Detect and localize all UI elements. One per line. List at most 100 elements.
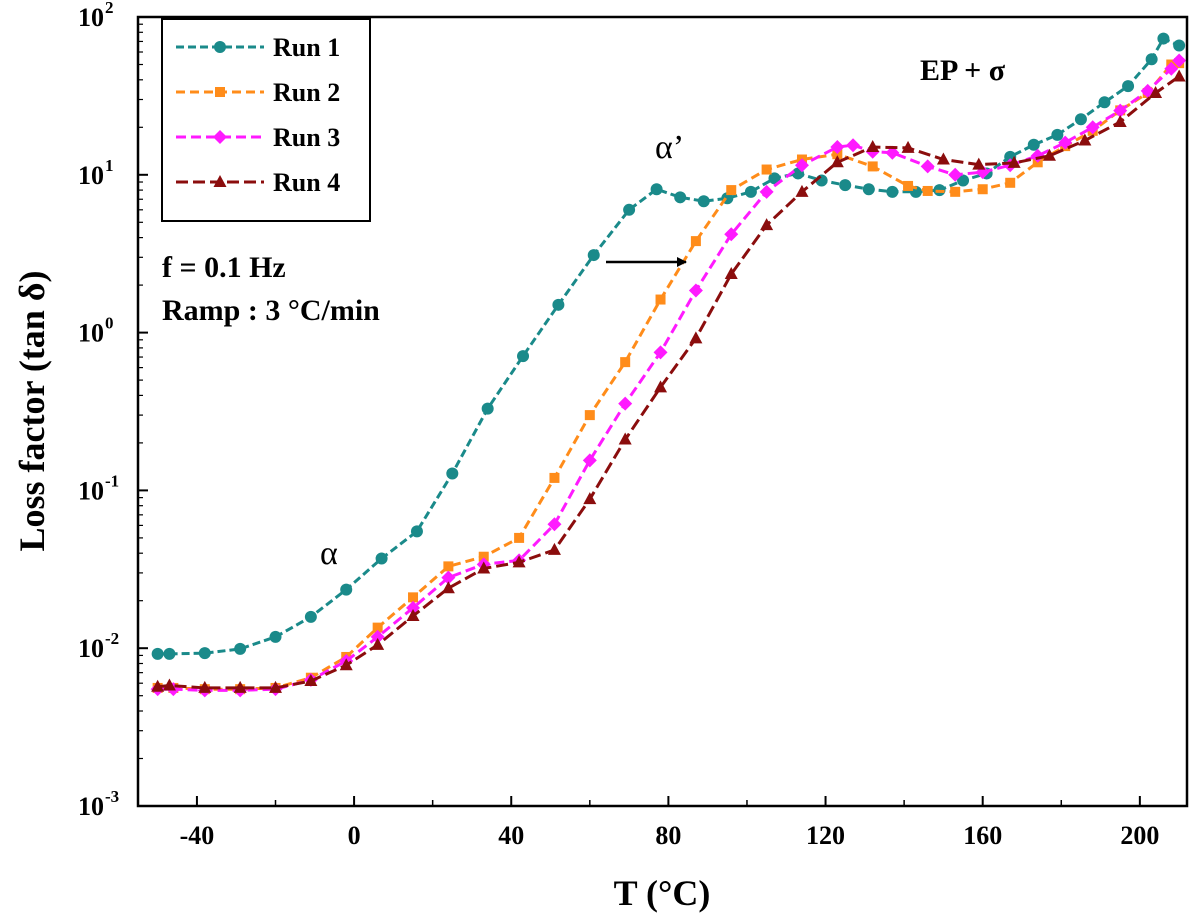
data-point: [654, 380, 668, 393]
data-point: [1157, 32, 1170, 45]
data-point: [618, 432, 632, 445]
y-tick-exponent: 1: [105, 156, 114, 175]
data-point: [794, 158, 809, 173]
legend-marker: [215, 87, 225, 97]
data-point: [441, 581, 455, 594]
data-point: [583, 492, 597, 505]
data-point: [920, 159, 935, 174]
data-point: [162, 678, 176, 691]
series-1: [151, 32, 1186, 660]
frequency-annotation: f = 0.1 Hz: [162, 251, 286, 284]
data-point: [269, 630, 282, 643]
legend-entry-2: Run 2: [176, 78, 340, 107]
legend-label: Run 1: [273, 33, 340, 62]
data-point: [688, 283, 703, 298]
x-tick-label: 0: [348, 821, 361, 850]
data-point: [830, 155, 844, 168]
y-tick-label: 10: [78, 3, 104, 32]
data-point: [1051, 128, 1064, 141]
legend-entry-1: Run 1: [176, 33, 340, 62]
x-tick-label: 40: [498, 821, 524, 850]
data-point: [371, 637, 385, 650]
data-point: [795, 184, 809, 197]
data-point: [1030, 148, 1045, 163]
y-tick-exponent: -1: [105, 471, 119, 490]
data-point: [370, 629, 385, 644]
data-point: [375, 552, 388, 565]
x-tick-label: -40: [180, 821, 215, 850]
legend-label: Run 3: [273, 123, 340, 152]
legend-marker: [213, 175, 227, 187]
data-point: [408, 592, 419, 603]
data-point: [623, 203, 636, 216]
data-point: [1145, 53, 1158, 66]
data-point: [674, 191, 687, 204]
series-line: [157, 59, 1181, 692]
data-point: [1007, 155, 1021, 168]
data-point: [443, 561, 454, 572]
data-point: [886, 185, 899, 198]
data-point: [1042, 148, 1056, 161]
data-point: [514, 532, 525, 543]
y-tick-label: 10: [78, 634, 104, 663]
series-line: [157, 61, 1180, 691]
legend-marker: [214, 41, 226, 53]
data-point: [760, 218, 774, 231]
alpha-annotation: α: [320, 535, 338, 572]
y-tick-label: 10: [78, 161, 104, 190]
data-point: [948, 167, 963, 182]
data-point: [478, 551, 489, 562]
y-tick-label: 10: [78, 319, 104, 348]
data-point: [549, 472, 560, 483]
data-point: [724, 227, 739, 242]
data-point: [689, 331, 703, 344]
data-point: [972, 157, 986, 170]
data-point: [839, 179, 852, 192]
data-point: [697, 195, 710, 208]
data-point: [832, 149, 843, 160]
data-point: [950, 186, 961, 197]
data-point: [304, 610, 317, 623]
data-point: [234, 642, 247, 655]
data-point: [866, 140, 880, 153]
alpha-prime-annotation: α’: [655, 129, 684, 166]
data-point: [481, 402, 494, 415]
data-point: [862, 183, 875, 196]
series-4: [151, 69, 1186, 693]
data-point: [446, 467, 459, 480]
data-point: [690, 236, 701, 247]
legend-entry-3: Run 3: [176, 123, 340, 152]
legend: Run 1 Run 2 Run 3 Run 4: [161, 18, 371, 222]
data-point: [726, 185, 737, 196]
legend-box: [161, 18, 371, 222]
data-point: [936, 152, 950, 165]
legend-marker: [213, 130, 227, 144]
data-point: [1027, 138, 1040, 151]
y-tick-label: 10: [78, 792, 104, 821]
data-point: [901, 140, 915, 153]
y-axis-title: Loss factor (tan δ): [12, 271, 52, 552]
data-point: [547, 542, 561, 555]
data-point: [867, 161, 878, 172]
data-point: [768, 172, 781, 185]
series-line: [157, 36, 1180, 656]
y-tick-exponent: 0: [105, 314, 114, 333]
data-point: [198, 647, 211, 660]
data-point: [1149, 85, 1163, 98]
data-point: [584, 410, 595, 421]
data-point: [304, 673, 318, 686]
plot-frame: [136, 15, 1189, 808]
data-point: [1173, 39, 1186, 52]
data-point: [406, 608, 420, 621]
data-point: [830, 140, 845, 155]
data-point: [1172, 69, 1186, 82]
data-point: [1078, 133, 1092, 146]
data-point: [761, 164, 772, 175]
data-point: [339, 658, 353, 671]
ramp-annotation: Ramp : 3 °C/min: [162, 294, 380, 327]
data-point: [552, 298, 565, 311]
y-tick-exponent: 2: [105, 0, 114, 17]
legend-label: Run 2: [273, 78, 340, 107]
data-point: [618, 396, 633, 411]
data-point: [957, 174, 970, 187]
